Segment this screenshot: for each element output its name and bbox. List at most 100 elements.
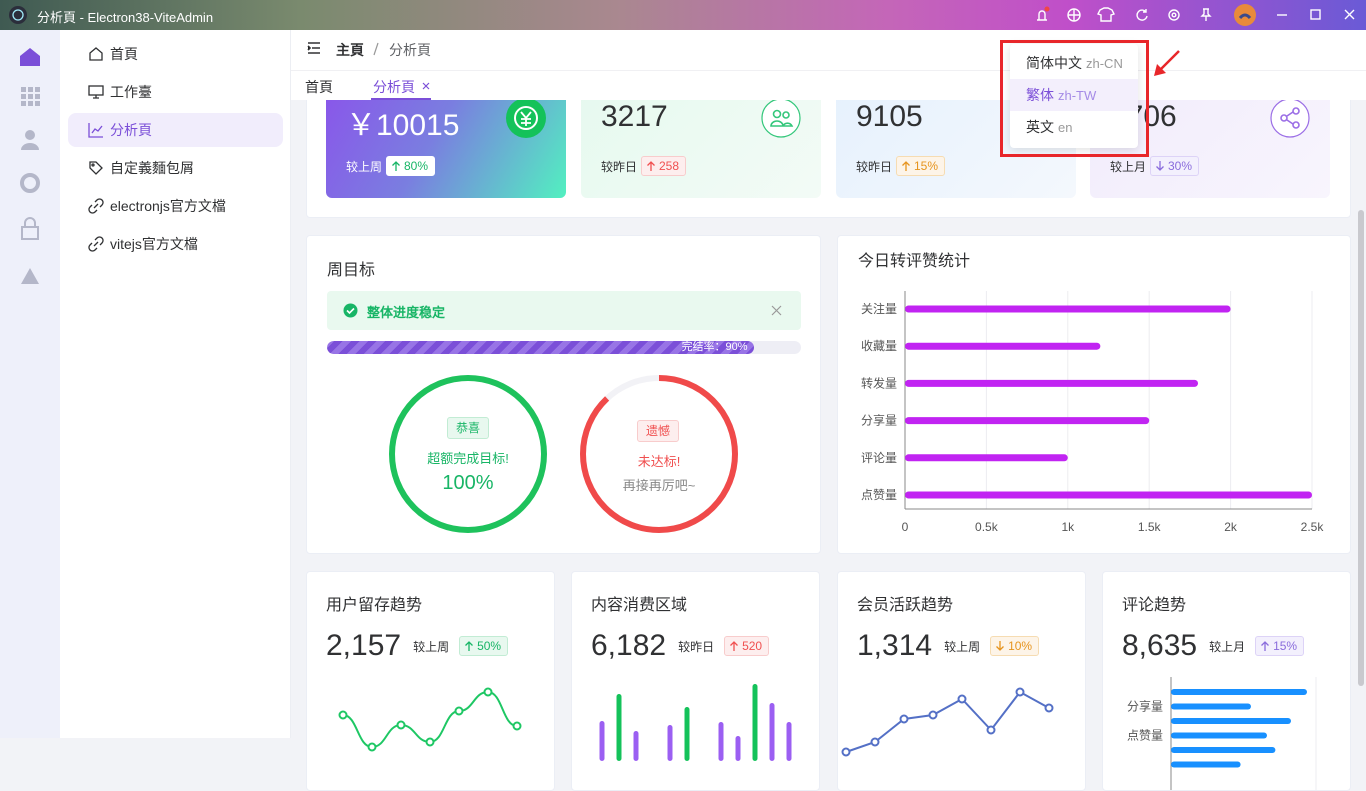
apps-icon[interactable] (21, 87, 40, 106)
home-icon[interactable] (20, 48, 40, 66)
menu-label: 首頁 (110, 46, 138, 62)
settings-icon[interactable] (20, 173, 40, 193)
chart-title: 今日转评赞统计 (858, 252, 970, 270)
stat-card: 3217 较昨日 258 (581, 86, 821, 198)
trend-arrow (996, 641, 1005, 651)
theme-button[interactable] (1097, 7, 1115, 22)
success-tag: 恭喜 (447, 417, 490, 439)
today-stats-card: 今日转评赞统计 0 0.5k 1k 1.5k 2k 2.5k 关注量 收藏量 转发量 分享量 评论量… (837, 235, 1351, 554)
menu-label: 分析頁 (110, 122, 152, 138)
point (870, 737, 880, 747)
trend-arrow (730, 641, 739, 651)
change-value: 10% (1008, 639, 1033, 653)
maximize-button[interactable] (1310, 9, 1321, 20)
stat-icon (761, 98, 801, 138)
y-tick-label: 转发量 (861, 375, 897, 390)
metric-compare: 较上周 (413, 640, 450, 654)
side-menu: 首頁 工作臺 分析頁 自定義麵包屑 electronjs官方文檔 vitejs官… (60, 30, 291, 738)
stat-icon (506, 98, 546, 138)
bar (1171, 732, 1267, 739)
menu-item[interactable]: 分析頁 (68, 113, 283, 147)
activity-chart (841, 687, 1054, 757)
point (899, 714, 909, 724)
arrow-path (730, 641, 739, 651)
menu-item[interactable]: 工作臺 (68, 75, 283, 109)
title-bar: 分析頁 - Electron38-ViteAdmin (0, 0, 1366, 30)
metric-value: 1,314 (857, 629, 933, 662)
pin-button[interactable] (1200, 8, 1212, 21)
fail-ring (580, 375, 738, 533)
refresh-button[interactable] (1136, 9, 1148, 21)
metric-header: 用户留存趋势 2,157 较上周 50% (306, 571, 555, 671)
bar (718, 722, 724, 761)
menu-item[interactable]: electronjs官方文檔 (68, 189, 283, 223)
menu-item[interactable]: 首頁 (68, 37, 283, 71)
stat-change: 258 (641, 156, 687, 176)
warning-icon[interactable] (21, 268, 39, 284)
progress-bar: 完结率：90% (327, 341, 754, 354)
tab[interactable]: 分析頁 (373, 79, 415, 95)
breadcrumb-item[interactable]: 主頁 (336, 42, 364, 58)
bar (1171, 703, 1251, 710)
change-value: 30% (1168, 159, 1193, 173)
point (986, 725, 996, 735)
language-option[interactable]: 简体中文 zh-CN (1010, 47, 1138, 79)
x-tick-label: 2.5k (1301, 520, 1325, 534)
metric-compare: 较昨日 (678, 640, 715, 654)
tab-bar: 首頁 分析頁 (291, 70, 1366, 100)
metric-value: 8,635 (1122, 629, 1198, 662)
notification-button[interactable] (1037, 6, 1050, 21)
menu-item[interactable]: 自定義麵包屑 (68, 151, 283, 185)
change-value: 50% (477, 639, 502, 653)
stat-compare: 较昨日 (601, 160, 638, 174)
point (425, 737, 435, 747)
metric-change: 10% (990, 636, 1040, 656)
window-title: 分析頁 - Electron38-ViteAdmin (37, 10, 214, 25)
collapse-button[interactable] (307, 41, 321, 55)
trend-arrow (1261, 641, 1270, 651)
language-button[interactable] (1067, 8, 1081, 22)
language-option[interactable]: 英文 en (1010, 111, 1138, 143)
alert-close[interactable] (771, 305, 782, 316)
bar (769, 703, 775, 761)
x-tick-label: 1.5k (1138, 520, 1162, 534)
change-value: 80% (404, 159, 429, 173)
settings-button[interactable] (1168, 9, 1180, 21)
bar (905, 379, 1199, 387)
language-code: zh-CN (1086, 56, 1123, 71)
bar (667, 725, 673, 761)
weekly-goal-card: 周目标 整体进度稳定 完结率：90% 恭喜 超额完成目标! 100% 遗憾 未达… (306, 235, 821, 554)
arrow-path (902, 161, 910, 171)
scrollbar[interactable] (1358, 210, 1364, 686)
language-label: 简体中文 (1026, 55, 1082, 71)
arrow-path (392, 161, 400, 171)
stat-compare: 较上周 (346, 160, 383, 174)
arrow-path (1156, 161, 1164, 171)
lock-icon[interactable] (21, 217, 39, 240)
menu-item[interactable]: vitejs官方文檔 (68, 227, 283, 261)
close-button[interactable] (1344, 9, 1355, 20)
tab[interactable]: 首頁 (305, 79, 333, 95)
tab-close[interactable] (421, 81, 431, 91)
menu-label: vitejs官方文檔 (110, 236, 198, 252)
breadcrumb-separator (373, 42, 379, 56)
x-tick-label: 1k (1061, 520, 1075, 534)
icon-rail (0, 30, 60, 738)
metric-change: 15% (1255, 636, 1305, 656)
point (367, 742, 377, 752)
language-code: en (1058, 120, 1073, 135)
menu-label: electronjs官方文檔 (110, 198, 226, 214)
language-option[interactable]: 繁体 zh-TW (1010, 79, 1138, 111)
app-icon (9, 6, 27, 24)
user-icon[interactable] (21, 130, 39, 150)
point (928, 710, 938, 720)
bar (684, 707, 690, 761)
title-bar-tools (1037, 4, 1355, 26)
arrow-path (465, 641, 474, 651)
stat-value: 9105 (856, 100, 923, 133)
language-label: 繁体 (1026, 87, 1054, 103)
bar (905, 491, 1312, 499)
stat-change: 15% (896, 156, 946, 176)
metric-compare: 较上月 (1209, 640, 1246, 654)
